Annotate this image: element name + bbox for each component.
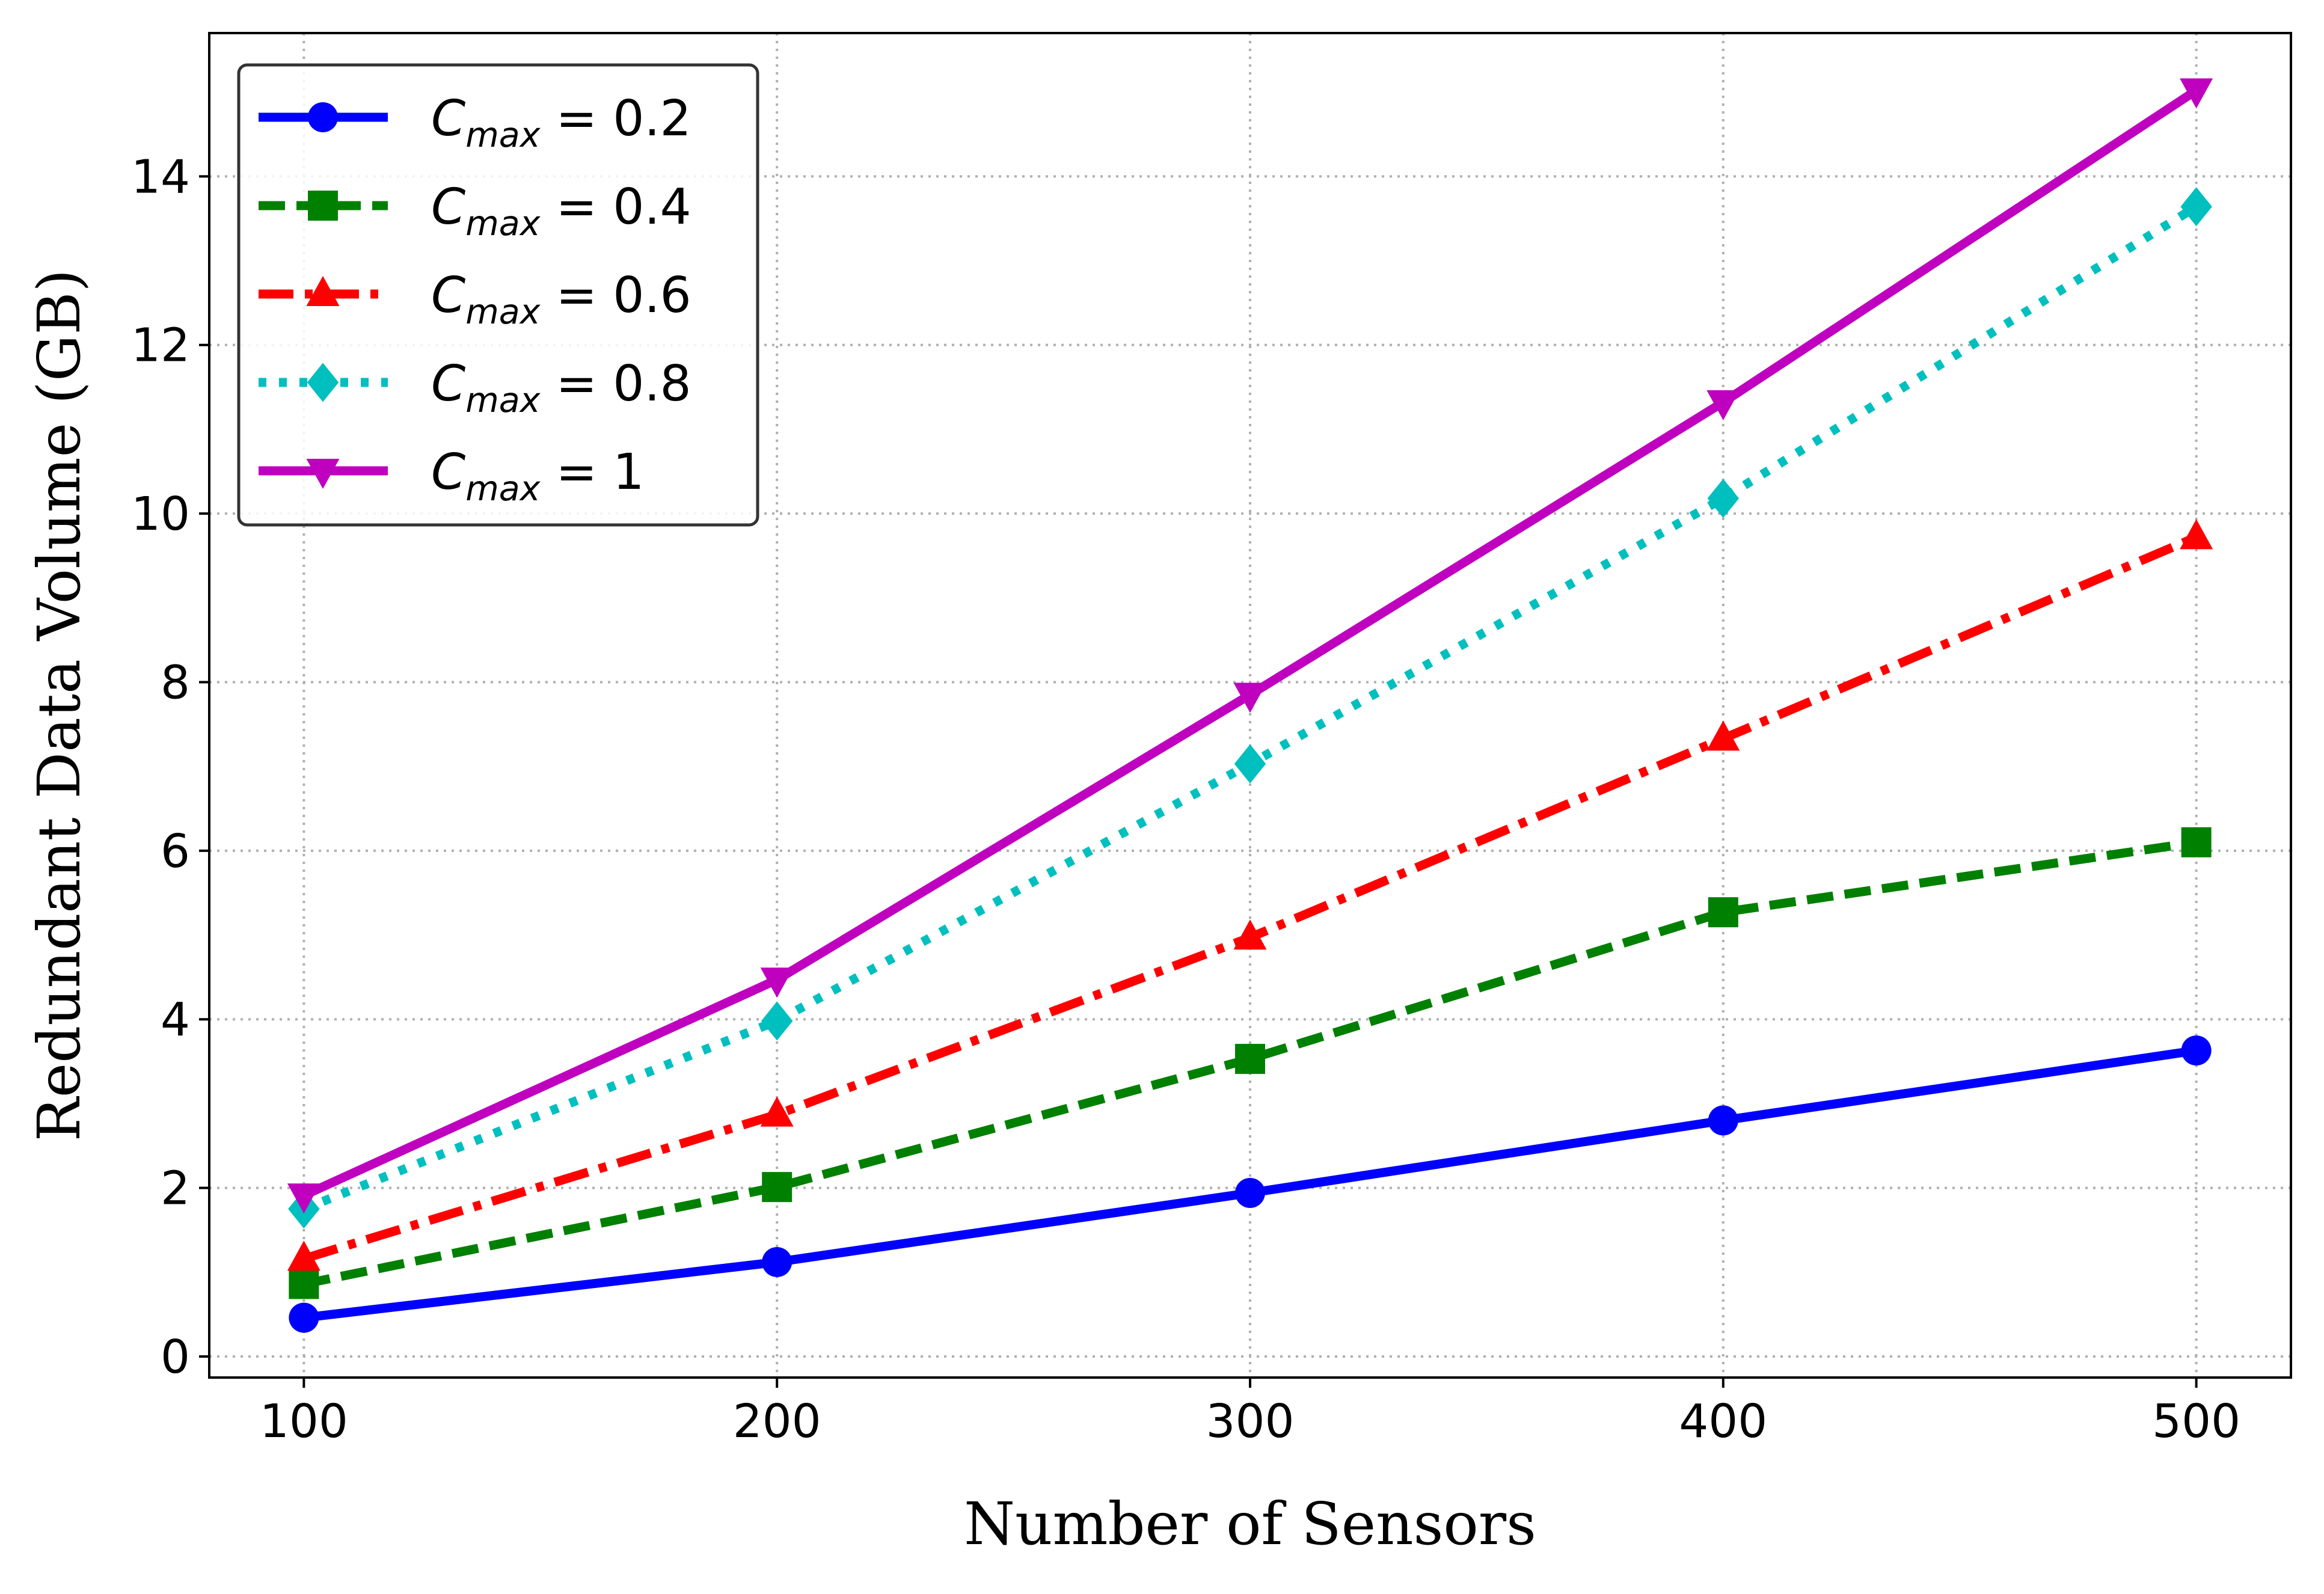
legend-marker-5 <box>306 459 340 489</box>
data-point-series-4 <box>1234 744 1266 783</box>
x-axis: 100 200 300 400 500 <box>260 1378 2240 1448</box>
legend-marker-1 <box>308 102 338 132</box>
y-tick-label: 12 <box>131 319 190 373</box>
data-point-series-1 <box>1235 1177 1265 1208</box>
y-tick-label: 4 <box>161 993 190 1047</box>
x-tick-label: 300 <box>1206 1395 1295 1448</box>
data-point-series-5 <box>1233 682 1267 713</box>
data-point-series-2 <box>289 1269 319 1299</box>
data-point-series-2 <box>1235 1044 1265 1074</box>
x-tick-label: 400 <box>1679 1395 1767 1448</box>
y-tick-label: 10 <box>131 488 190 541</box>
legend-label-4: Cmax = 0.8 <box>431 355 691 420</box>
data-point-series-1 <box>1708 1105 1738 1136</box>
data-point-series-2 <box>762 1172 793 1203</box>
data-point-series-1 <box>2181 1035 2212 1066</box>
data-point-series-5 <box>287 1183 320 1214</box>
data-point-series-5 <box>2180 78 2213 109</box>
y-axis: 0 2 4 6 8 10 12 14 <box>131 150 209 1384</box>
data-point-series-1 <box>289 1302 319 1333</box>
data-point-series-4 <box>761 1001 793 1041</box>
data-point-series-3 <box>760 1096 794 1127</box>
y-axis-title: Redundant Data Volume (GB) <box>25 269 93 1142</box>
data-point-series-3 <box>1233 919 1267 950</box>
legend-label-3: Cmax = 0.6 <box>431 267 691 332</box>
legend-box <box>237 63 759 527</box>
x-tick-label: 500 <box>2152 1395 2240 1448</box>
data-point-series-3 <box>2180 519 2213 550</box>
data-point-series-4 <box>1707 479 1740 518</box>
data-point-series-4 <box>2180 187 2212 227</box>
y-tick-label: 6 <box>161 825 190 878</box>
data-point-series-2 <box>2181 827 2212 857</box>
legend-marker-3 <box>306 276 340 306</box>
y-tick-label: 8 <box>161 656 190 710</box>
legend: Cmax = 0.2 Cmax = 0.4 Cmax = 0.6 Cmax = 0.8… <box>237 63 759 527</box>
legend-label-1: Cmax = 0.2 <box>431 90 691 155</box>
x-tick-label: 100 <box>260 1395 348 1448</box>
data-point-series-2 <box>1708 897 1738 928</box>
series-markers <box>287 78 2213 1333</box>
y-tick-label: 0 <box>161 1331 190 1384</box>
legend-label-5: Cmax = 1 <box>431 444 644 509</box>
data-point-series-5 <box>1706 390 1740 421</box>
data-point-series-1 <box>762 1246 793 1277</box>
x-axis-title: Number of Sensors <box>964 1490 1536 1558</box>
y-tick-label: 2 <box>161 1162 190 1216</box>
data-point-series-5 <box>760 967 794 998</box>
y-tick-label: 14 <box>131 150 190 204</box>
legend-marker-2 <box>308 191 338 221</box>
data-point-series-3 <box>1706 720 1740 751</box>
data-point-series-3 <box>287 1240 320 1271</box>
x-tick-label: 200 <box>733 1395 821 1448</box>
series-line-3 <box>302 533 2198 1263</box>
legend-marker-4 <box>307 363 339 402</box>
legend-label-2: Cmax = 0.4 <box>431 179 691 244</box>
